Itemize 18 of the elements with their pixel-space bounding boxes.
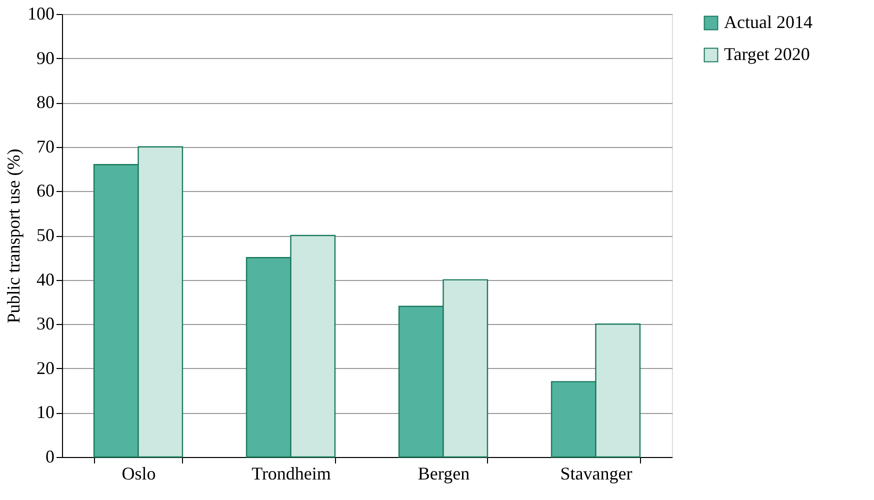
y-tick-label: 10: [36, 402, 54, 422]
y-tick-label: 80: [36, 92, 54, 112]
y-tick-label: 40: [36, 269, 54, 290]
x-tick-label: Oslo: [122, 464, 156, 484]
y-tick-label: 50: [36, 225, 54, 245]
y-tick-label: 60: [36, 180, 54, 201]
x-tick-label: Stavanger: [560, 464, 632, 484]
y-tick-label: 100: [28, 4, 54, 24]
y-tick-label: 20: [36, 358, 54, 378]
y-tick-label: 90: [36, 48, 54, 68]
y-tick-label: 30: [36, 314, 54, 334]
x-tick-label: Bergen: [418, 464, 470, 484]
y-axis-title: Public transport use (%): [4, 148, 24, 324]
x-tick-label: Trondheim: [252, 464, 331, 484]
y-tick-label: 0: [46, 446, 54, 466]
legend-label: Target 2020: [724, 44, 810, 64]
legend-label: Actual 2014: [724, 12, 812, 32]
y-tick-label: 70: [36, 136, 54, 156]
